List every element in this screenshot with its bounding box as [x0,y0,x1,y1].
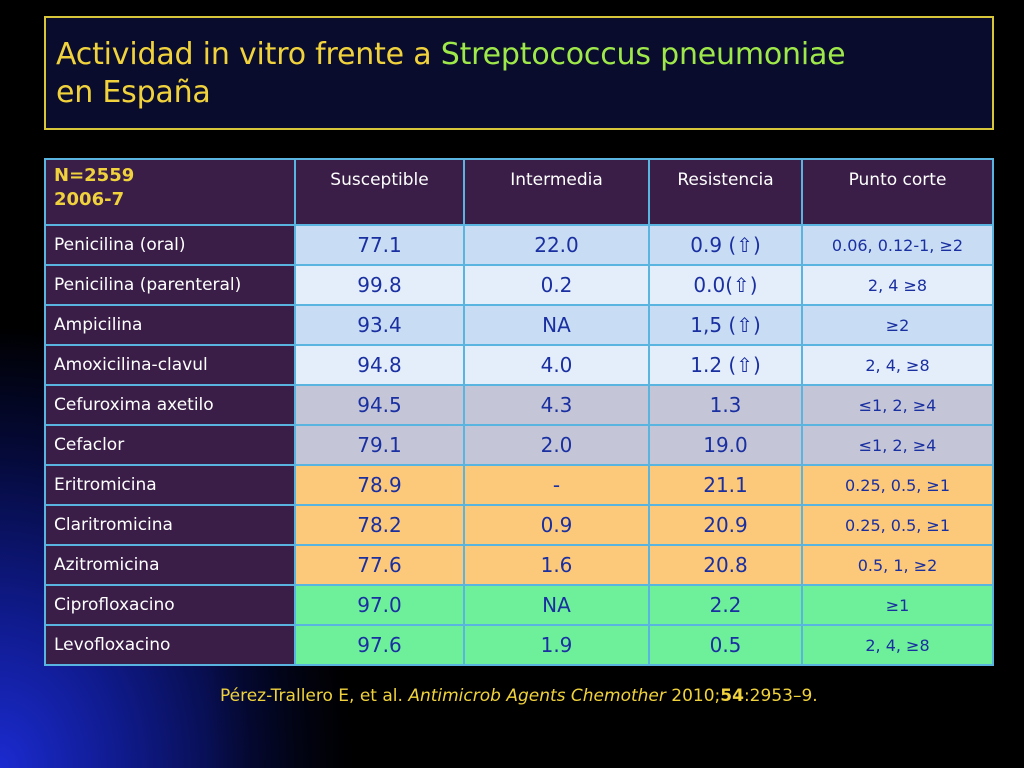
table-row: Eritromicina 78.9-21.1 0.25, 0.5, ≥1 [44,464,994,506]
slide-title: Actividad in vitro frente a Streptococcu… [56,36,982,112]
punto-corte-value: ≤1, 2, ≥4 [801,424,994,466]
susceptible-value: 99.8 [294,264,465,306]
intermedia-value: 4.0 [463,344,650,386]
susceptible-value: 78.9 [294,464,465,506]
table-row: Penicilina (oral) 77.1 22.0 0.9 (⇧) 0.06, 0.… [44,224,994,266]
header-intermedia: Intermedia [463,158,650,226]
table-row: Amoxicilina-clavul 94.8 4.0 1.2 (⇧) 2, 4, ≥8 [44,344,994,386]
table-row: Azitromicina 77.6 1.6 20.8 0.5, 1, ≥2 [44,544,994,586]
intermedia-value: 4.3 [463,384,650,426]
intermedia-value: 2.0 [463,424,650,466]
table-row: Levofloxacino 97.6 1.9 0.5 2, 4, ≥8 [44,624,994,666]
drug-name: Penicilina (parenteral) [44,264,296,306]
title-part1: Actividad in vitro frente a [56,37,441,72]
citation: Pérez-Trallero E, et al. Antimicrob Agen… [220,686,818,706]
susceptible-value: 97.6 [294,624,465,666]
citation-journal: Antimicrob Agents Chemother [408,686,666,706]
resistencia-value: 20.8 [648,544,803,586]
susceptible-value: 78.2 [294,504,465,546]
drug-name: Azitromicina [44,544,296,586]
intermedia-value: NA [463,304,650,346]
header-punto-corte: Punto corte [801,158,994,226]
punto-corte-value: ≥1 [801,584,994,626]
table-row: Penicilina (parenteral) 99.8 0.2 0.0(⇧) 2, 4… [44,264,994,306]
table-corner: N=2559 2006-7 [44,158,296,226]
susceptibility-table: N=2559 2006-7 Susceptible Intermedia Resi… [44,158,994,666]
resistencia-value: 0.0(⇧) [648,264,803,306]
corner-n: N=2559 [54,165,135,186]
intermedia-value: 1.9 [463,624,650,666]
table-header-row: N=2559 2006-7 Susceptible Intermedia Resi… [44,158,994,226]
susceptible-value: 79.1 [294,424,465,466]
punto-corte-value: 2, 4, ≥8 [801,624,994,666]
citation-pages: :2953–9. [743,686,818,706]
citation-volume: 54 [720,686,744,706]
drug-name: Claritromicina [44,504,296,546]
header-susceptible: Susceptible [294,158,465,226]
intermedia-value: 22.0 [463,224,650,266]
drug-name: Levofloxacino [44,624,296,666]
drug-name: Eritromicina [44,464,296,506]
drug-name: Penicilina (oral) [44,224,296,266]
susceptible-value: 94.5 [294,384,465,426]
title-accent: Streptococcus pneumoniae [440,37,846,72]
resistencia-value: 1.3 [648,384,803,426]
intermedia-value: 0.9 [463,504,650,546]
corner-years: 2006-7 [54,189,125,210]
susceptible-value: 77.6 [294,544,465,586]
drug-name: Cefaclor [44,424,296,466]
susceptible-value: 94.8 [294,344,465,386]
intermedia-value: NA [463,584,650,626]
table-row: Cefuroxima axetilo 94.5 4.3 1.3 ≤1, 2, ≥4 [44,384,994,426]
table-row: Ciprofloxacino 97.0 NA 2.2 ≥1 [44,584,994,626]
punto-corte-value: ≤1, 2, ≥4 [801,384,994,426]
table-row: Cefaclor 79.1 2.0 19.0 ≤1, 2, ≥4 [44,424,994,466]
resistencia-value: 1,5 (⇧) [648,304,803,346]
intermedia-value: - [463,464,650,506]
resistencia-value: 19.0 [648,424,803,466]
resistencia-value: 1.2 (⇧) [648,344,803,386]
intermedia-value: 1.6 [463,544,650,586]
table-row: Claritromicina 78.2 0.9 20.9 0.25, 0.5, ≥1 [44,504,994,546]
punto-corte-value: 2, 4, ≥8 [801,344,994,386]
title-part2: en España [56,75,211,110]
susceptible-value: 97.0 [294,584,465,626]
punto-corte-value: 0.5, 1, ≥2 [801,544,994,586]
punto-corte-value: ≥2 [801,304,994,346]
header-resistencia: Resistencia [648,158,803,226]
resistencia-value: 0.5 [648,624,803,666]
drug-name: Ampicilina [44,304,296,346]
punto-corte-value: 0.06, 0.12-1, ≥2 [801,224,994,266]
intermedia-value: 0.2 [463,264,650,306]
resistencia-value: 0.9 (⇧) [648,224,803,266]
drug-name: Ciprofloxacino [44,584,296,626]
table-row: Ampicilina 93.4 NA 1,5 (⇧) ≥2 [44,304,994,346]
punto-corte-value: 0.25, 0.5, ≥1 [801,464,994,506]
resistencia-value: 2.2 [648,584,803,626]
susceptible-value: 93.4 [294,304,465,346]
punto-corte-value: 2, 4 ≥8 [801,264,994,306]
citation-authors: Pérez-Trallero E, et al. [220,686,409,706]
resistencia-value: 20.9 [648,504,803,546]
drug-name: Amoxicilina-clavul [44,344,296,386]
title-box: Actividad in vitro frente a Streptococcu… [44,16,994,130]
resistencia-value: 21.1 [648,464,803,506]
punto-corte-value: 0.25, 0.5, ≥1 [801,504,994,546]
drug-name: Cefuroxima axetilo [44,384,296,426]
susceptible-value: 77.1 [294,224,465,266]
citation-year: 2010; [665,686,721,706]
